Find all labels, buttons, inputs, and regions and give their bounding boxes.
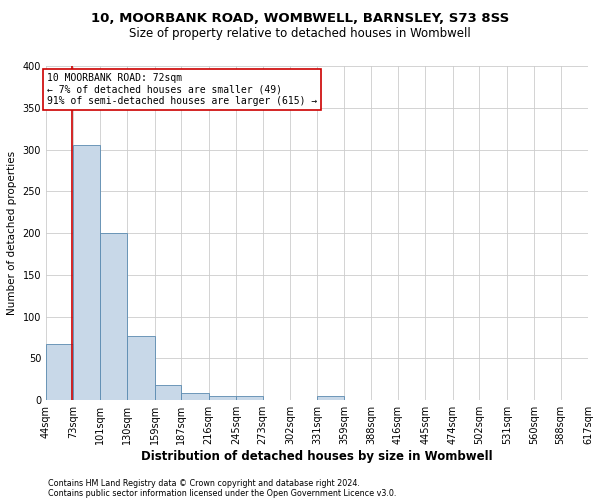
Bar — [155, 385, 181, 400]
Bar — [236, 396, 263, 400]
Text: Contains HM Land Registry data © Crown copyright and database right 2024.: Contains HM Land Registry data © Crown c… — [48, 478, 360, 488]
Bar — [46, 344, 73, 401]
Bar — [317, 396, 344, 400]
Bar — [73, 146, 100, 400]
Bar — [588, 396, 600, 400]
Text: Contains public sector information licensed under the Open Government Licence v3: Contains public sector information licen… — [48, 488, 397, 498]
Bar — [100, 233, 127, 400]
Text: Size of property relative to detached houses in Wombwell: Size of property relative to detached ho… — [129, 28, 471, 40]
Text: 10, MOORBANK ROAD, WOMBWELL, BARNSLEY, S73 8SS: 10, MOORBANK ROAD, WOMBWELL, BARNSLEY, S… — [91, 12, 509, 26]
Text: 10 MOORBANK ROAD: 72sqm
← 7% of detached houses are smaller (49)
91% of semi-det: 10 MOORBANK ROAD: 72sqm ← 7% of detached… — [47, 72, 317, 106]
Y-axis label: Number of detached properties: Number of detached properties — [7, 151, 17, 315]
Bar — [127, 336, 155, 400]
Bar — [181, 392, 209, 400]
Bar — [209, 396, 236, 400]
X-axis label: Distribution of detached houses by size in Wombwell: Distribution of detached houses by size … — [141, 450, 493, 463]
